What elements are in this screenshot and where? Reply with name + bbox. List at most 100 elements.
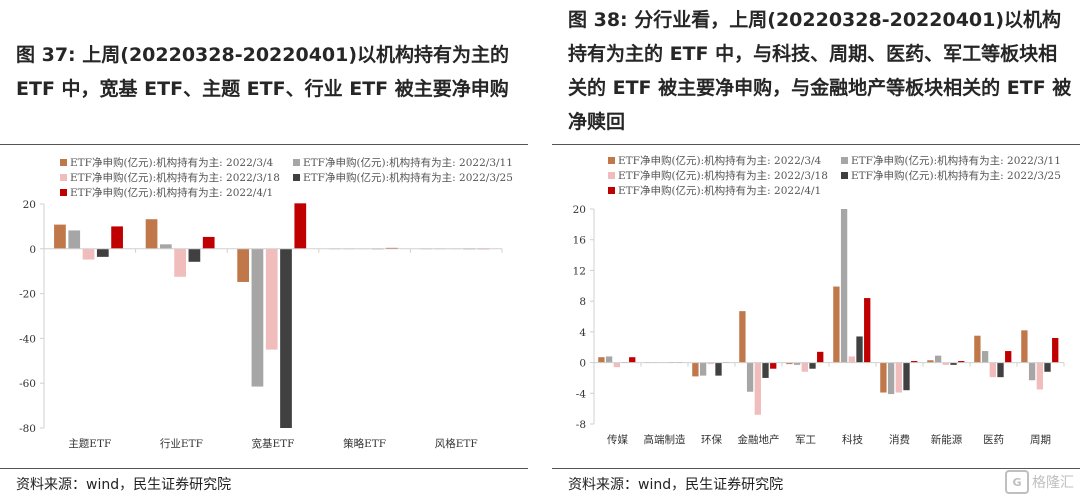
bar (111, 226, 123, 249)
left-bottom-rule (0, 468, 528, 469)
legend-item: ETF净申购(亿元):机构持有为主: 2022/3/25 (293, 170, 513, 185)
bar (974, 335, 981, 363)
legend-label: ETF净申购(亿元):机构持有为主: 2022/3/11 (851, 155, 1061, 167)
bar (707, 362, 714, 365)
x-category-label: 金融地产 (738, 433, 780, 446)
bar (1052, 338, 1059, 363)
right-bottom-rule (552, 468, 1080, 469)
right-figure-panel: 图 38: 分行业看，上周(20220328-20220401)以机构持有为主的… (552, 0, 1080, 500)
bar (188, 248, 201, 262)
y-tick-label: -40 (19, 333, 36, 345)
right-title-rule (552, 144, 1080, 145)
bar (887, 362, 895, 395)
right-source-note: 资料来源：wind，民生证券研究院 (568, 477, 784, 493)
watermark-text: 格隆汇 (1032, 475, 1074, 491)
bar (251, 248, 264, 387)
x-category-label: 军工 (795, 434, 816, 446)
bar (958, 361, 965, 363)
legend-swatch (841, 172, 848, 179)
y-tick-label: 0 (579, 358, 586, 370)
bar (613, 362, 620, 368)
bar (294, 203, 307, 249)
y-tick-label: 4 (579, 327, 586, 339)
legend-item: ETF净申购(亿元):机构持有为主: 2022/3/25 (841, 168, 1061, 183)
legend-swatch (293, 174, 300, 181)
x-category-label: 行业ETF (160, 437, 203, 450)
x-category-label: 周期 (1030, 434, 1051, 446)
y-tick-label: 8 (579, 296, 586, 308)
y-tick-label: 16 (573, 235, 587, 247)
left-title-rule (0, 144, 528, 145)
legend-item: ETF净申购(亿元):机构持有为主: 2022/3/11 (841, 153, 1061, 168)
left-source-note: 资料来源：wind，民生证券研究院 (16, 477, 232, 493)
y-tick-label: -60 (19, 378, 36, 390)
x-category-label: 宽基ETF (252, 437, 295, 450)
legend-swatch (60, 189, 67, 196)
bar (598, 357, 605, 363)
legend-label: ETF净申购(亿元):机构持有为主: 2022/3/4 (70, 157, 274, 169)
bar (864, 298, 871, 363)
legend-label: ETF净申购(亿元):机构持有为主: 2022/4/1 (70, 187, 274, 199)
right-chart: 20 16 12 8 4 0 -4 -8 传媒 高端制造 环保 金融地产 军工 科技 消费 新能源 医药 周期 (573, 204, 1065, 446)
legend-item: ETF净申购(亿元):机构持有为主: 2022/3/4 (60, 155, 273, 170)
legend-swatch (60, 174, 67, 181)
bar (754, 362, 761, 415)
bar (880, 362, 887, 393)
bar (605, 356, 613, 363)
bar (699, 362, 707, 376)
bar (856, 336, 863, 363)
bar (1036, 362, 1043, 390)
right-chart-area: ETF净申购(亿元):机构持有为主: 2022/3/4 ETF净申购(亿元):机构… (552, 145, 1080, 465)
bar (895, 362, 902, 393)
x-category-label: 策略ETF (343, 437, 386, 450)
bar (801, 362, 808, 372)
bar (237, 248, 249, 282)
bar (989, 362, 996, 378)
bar (68, 230, 81, 249)
bar (793, 362, 801, 365)
bar (786, 362, 793, 365)
left-chart-area: ETF净申购(亿元):机构持有为主: 2022/3/4 ETF净申购(亿元):机构… (0, 145, 528, 465)
x-category-label: 科技 (842, 433, 863, 446)
legend-swatch (841, 157, 848, 164)
bar (809, 362, 816, 369)
watermark-logo-icon: G (1005, 470, 1029, 494)
bar (159, 244, 172, 249)
bar (833, 286, 840, 363)
bar (950, 362, 957, 365)
bar (54, 224, 66, 249)
bar (739, 311, 746, 363)
y-tick-label: 20 (23, 199, 36, 211)
bar (145, 219, 158, 249)
bar (997, 362, 1004, 378)
bar (770, 362, 777, 369)
bar (762, 362, 769, 378)
bar (202, 236, 215, 249)
legend-swatch (608, 157, 615, 164)
bar (981, 351, 989, 363)
x-category-label: 医药 (983, 434, 1004, 446)
legend-item: ETF净申购(亿元):机构持有为主: 2022/3/11 (293, 155, 513, 170)
legend-label: ETF净申购(亿元):机构持有为主: 2022/3/25 (851, 170, 1061, 182)
bar (817, 351, 824, 363)
legend-item: ETF净申购(亿元):机构持有为主: 2022/3/18 (60, 170, 280, 185)
legend-swatch (293, 159, 300, 166)
legend-swatch (60, 159, 67, 166)
bar (1005, 351, 1012, 363)
left-chart: 20 0 -20 -40 -60 -80 主题ETF 行业ETF 宽基ETF 策略ETF 风格ETF (19, 199, 503, 450)
bar (746, 362, 754, 392)
legend-label: ETF净申购(亿元):机构持有为主: 2022/3/18 (618, 170, 828, 182)
x-category-label: 风格ETF (435, 437, 478, 450)
left-figure-panel: 图 37: 上周(20220328-20220401)以机构持有为主的 ETF … (0, 0, 528, 500)
bar (942, 362, 949, 365)
y-tick-label: -20 (19, 289, 36, 301)
bar (840, 209, 848, 363)
left-figure-title: 图 37: 上周(20220328-20220401)以机构持有为主的 ETF … (16, 44, 510, 100)
legend-item: ETF净申购(亿元):机构持有为主: 2022/3/4 (608, 153, 821, 168)
right-figure-title: 图 38: 分行业看，上周(20220328-20220401)以机构持有为主的… (568, 9, 1072, 133)
bar (927, 360, 934, 363)
bar (1028, 362, 1036, 381)
legend-label: ETF净申购(亿元):机构持有为主: 2022/3/4 (618, 155, 822, 167)
bar (280, 248, 292, 428)
x-category-label: 环保 (701, 433, 722, 446)
